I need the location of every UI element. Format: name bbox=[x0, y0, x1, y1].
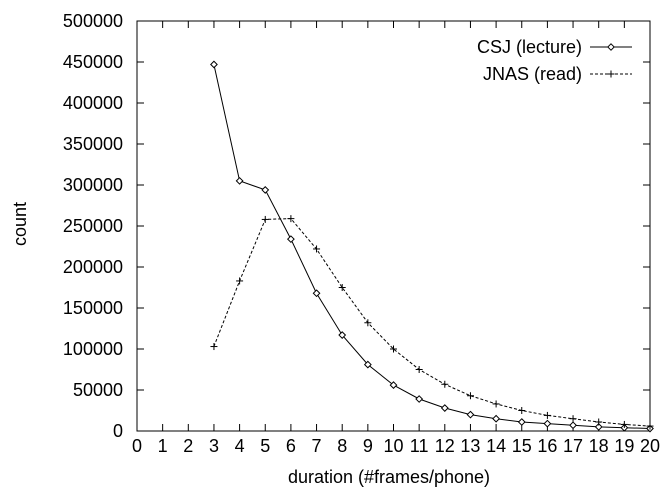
y-axis-label: count bbox=[10, 202, 30, 246]
x-tick-label: 7 bbox=[312, 436, 322, 456]
data-point-jnas bbox=[492, 400, 500, 408]
x-tick-label: 1 bbox=[158, 436, 168, 456]
data-point-csj bbox=[338, 331, 347, 339]
legend-entry-jnas-label: JNAS (read) bbox=[483, 64, 582, 84]
x-tick-label: 13 bbox=[460, 436, 480, 456]
data-point-csj bbox=[466, 410, 475, 419]
legend-entry-csj-label: CSJ (lecture) bbox=[477, 37, 582, 57]
data-point-jnas bbox=[595, 418, 603, 426]
y-tick-label: 150000 bbox=[63, 298, 123, 318]
data-point-csj bbox=[543, 419, 552, 428]
legend-entry-jnas-sample bbox=[590, 70, 632, 78]
data-point-jnas bbox=[415, 366, 423, 373]
data-point-csj bbox=[261, 186, 270, 194]
x-tick-label: 10 bbox=[383, 436, 403, 456]
data-point-csj bbox=[363, 360, 372, 369]
x-tick-label: 8 bbox=[337, 436, 347, 456]
x-tick-label: 2 bbox=[183, 436, 193, 456]
y-tick-label: 200000 bbox=[63, 257, 123, 277]
x-tick-label: 11 bbox=[410, 436, 429, 456]
x-tick-label: 12 bbox=[435, 436, 455, 456]
data-point-jnas bbox=[390, 345, 397, 353]
legend: CSJ (lecture) JNAS (read) bbox=[477, 37, 632, 84]
data-point-csj bbox=[569, 421, 577, 430]
x-tick-label: 18 bbox=[589, 436, 609, 456]
y-tick-label: 500000 bbox=[63, 11, 123, 31]
y-tick-label: 450000 bbox=[63, 52, 123, 72]
y-tick-label: 350000 bbox=[63, 134, 123, 154]
x-tick-label: 19 bbox=[614, 436, 634, 456]
data-point-csj bbox=[492, 414, 501, 423]
x-tick-label: 17 bbox=[563, 436, 583, 456]
data-point-jnas bbox=[364, 319, 372, 327]
x-tick-label: 9 bbox=[363, 436, 373, 456]
data-point-jnas bbox=[620, 420, 628, 428]
data-point-jnas bbox=[313, 245, 321, 253]
y-tick-label: 300000 bbox=[63, 175, 123, 195]
y-tick-label: 400000 bbox=[63, 93, 123, 113]
data-point-csj bbox=[415, 395, 424, 403]
data-point-jnas bbox=[287, 215, 295, 223]
legend-marker-jnas bbox=[607, 70, 615, 78]
data-point-jnas bbox=[441, 380, 449, 388]
legend-marker-csj bbox=[607, 43, 615, 51]
series-line-jnas bbox=[213, 218, 651, 427]
y-tick-label: 0 bbox=[113, 421, 123, 441]
legend-entry-csj-sample bbox=[590, 43, 632, 51]
data-point-jnas bbox=[210, 343, 218, 351]
x-tick-label: 4 bbox=[235, 436, 245, 456]
data-point-jnas bbox=[646, 422, 654, 430]
x-tick-label: 14 bbox=[486, 436, 506, 456]
data-point-csj bbox=[389, 381, 398, 389]
data-point-csj bbox=[235, 176, 244, 185]
data-point-csj bbox=[440, 404, 449, 412]
data-point-csj bbox=[210, 60, 218, 69]
ticks: 0 1 2 3 4 5 6 7 8 9 10 11 12 13 14 15 16 17 18 19 2005000010… bbox=[63, 11, 660, 456]
data-point-jnas bbox=[569, 415, 577, 423]
data-point-csj bbox=[594, 422, 603, 431]
y-tick-label: 250000 bbox=[63, 216, 123, 236]
x-tick-label: 15 bbox=[512, 436, 532, 456]
data-point-csj bbox=[312, 289, 321, 298]
x-tick-label: 0 bbox=[132, 436, 142, 456]
data-point-csj bbox=[517, 418, 526, 426]
data-point-jnas bbox=[543, 411, 551, 419]
data-point-csj bbox=[286, 235, 295, 244]
data-point-jnas bbox=[338, 284, 346, 291]
x-tick-label: 20 bbox=[640, 436, 660, 456]
x-tick-label: 3 bbox=[209, 436, 219, 456]
y-tick-label: 50000 bbox=[73, 380, 123, 400]
data-point-jnas bbox=[466, 392, 474, 400]
series-layer bbox=[210, 60, 654, 433]
data-point-jnas bbox=[261, 215, 269, 223]
x-tick-label: 6 bbox=[286, 436, 296, 456]
series-line-csj bbox=[213, 64, 651, 429]
data-point-jnas bbox=[236, 277, 244, 285]
y-tick-label: 100000 bbox=[63, 339, 123, 359]
x-tick-label: 16 bbox=[537, 436, 557, 456]
series-jnas bbox=[210, 215, 654, 430]
data-point-jnas bbox=[518, 407, 526, 414]
x-tick-label: 5 bbox=[260, 436, 270, 456]
x-axis-label: duration (#frames/phone) bbox=[288, 467, 490, 487]
series-csj bbox=[210, 60, 654, 433]
